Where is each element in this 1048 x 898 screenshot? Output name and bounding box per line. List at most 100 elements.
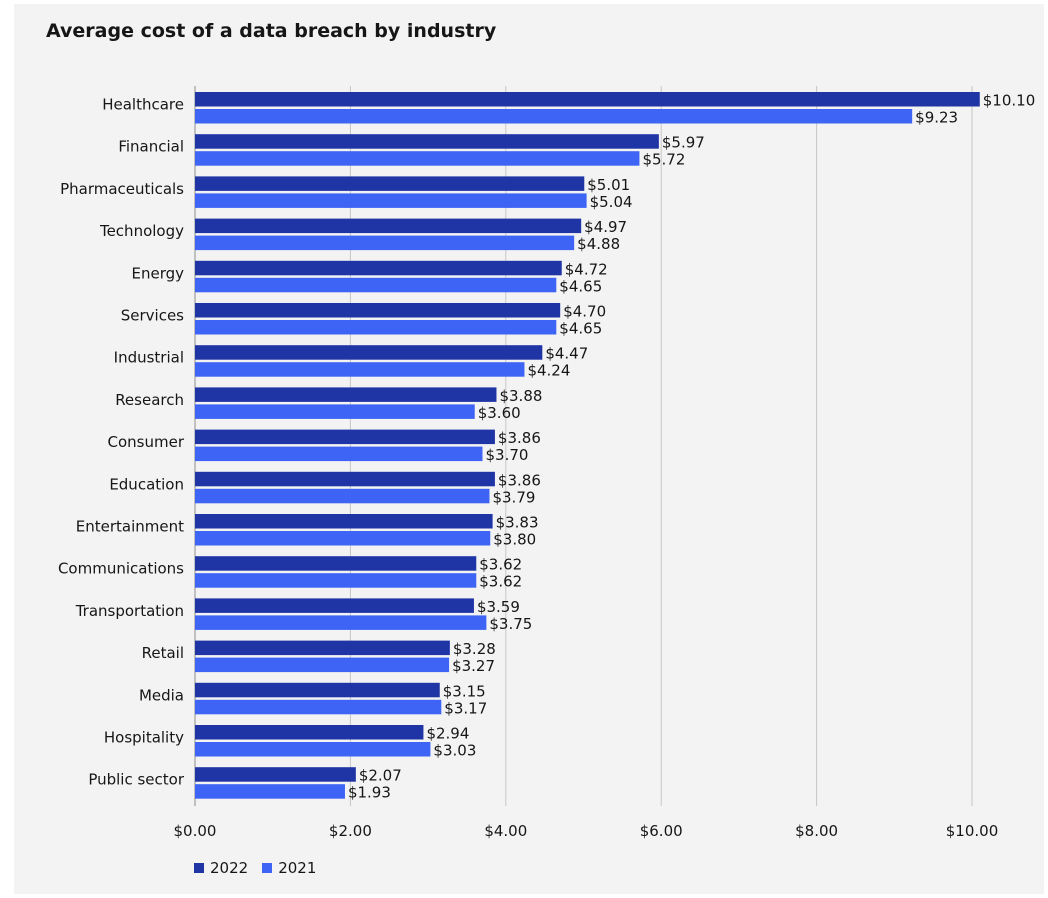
bar-2021-10	[195, 531, 491, 546]
category-label-2: Pharmaceuticals	[60, 180, 184, 198]
value-label-2022-14: $3.15	[443, 682, 486, 700]
x-tick-label-2: $4.00	[484, 822, 527, 840]
bar-2021-15	[195, 742, 431, 757]
bar-2022-6	[195, 345, 543, 360]
bar-2022-13	[195, 640, 450, 656]
value-label-2021-3: $4.88	[577, 235, 620, 253]
bar-2022-8	[195, 429, 495, 445]
x-tick-label-5: $10.00	[946, 822, 999, 840]
bar-2022-9	[195, 471, 495, 487]
value-label-2022-6: $4.47	[545, 345, 588, 363]
value-label-2022-3: $4.97	[584, 218, 627, 236]
bar-chart: $0.00 $2.00 $4.00 $6.00 $8.00 $10.00 Healthcar…	[58, 86, 1036, 840]
value-label-2022-2: $5.01	[587, 176, 630, 194]
category-label-12: Transportation	[75, 602, 184, 620]
bar-2022-14	[195, 682, 440, 698]
legend-item-2021: 2021	[262, 859, 316, 877]
value-label-2021-16: $1.93	[348, 784, 391, 802]
category-label-1: Financial	[118, 138, 184, 156]
value-label-2021-7: $3.60	[478, 404, 521, 422]
value-label-2021-6: $4.24	[527, 362, 570, 380]
x-tick-label-4: $8.00	[795, 822, 838, 840]
category-label-7: Research	[115, 391, 184, 409]
bar-2021-12	[195, 615, 487, 630]
value-label-2022-16: $2.07	[359, 767, 402, 785]
value-label-2021-10: $3.80	[493, 531, 536, 549]
bar-2021-13	[195, 657, 450, 673]
category-label-10: Entertainment	[76, 518, 184, 536]
value-label-2022-0: $10.10	[983, 92, 1036, 110]
value-label-2022-1: $5.97	[662, 134, 705, 152]
bar-2021-6	[195, 362, 525, 377]
x-tick-label-3: $6.00	[640, 822, 683, 840]
value-label-2022-15: $2.94	[426, 725, 469, 743]
legend-item-2022: 2022	[194, 859, 248, 877]
bar-2021-3	[195, 235, 575, 251]
legend-label-2021: 2021	[278, 859, 317, 877]
bar-2021-8	[195, 446, 483, 462]
value-label-2022-13: $3.28	[453, 640, 496, 658]
category-label-16: Public sector	[88, 771, 185, 789]
value-label-2022-5: $4.70	[563, 303, 606, 321]
value-label-2021-0: $9.23	[915, 109, 958, 127]
value-label-2021-9: $3.79	[492, 488, 535, 506]
bar-2022-15	[195, 725, 424, 740]
category-label-3: Technology	[99, 222, 184, 240]
value-label-2022-7: $3.88	[499, 387, 542, 405]
value-label-2021-11: $3.62	[479, 573, 522, 591]
bar-2021-1	[195, 151, 640, 166]
category-label-8: Consumer	[108, 433, 185, 451]
chart-legend: 2022 2021	[194, 859, 316, 877]
value-label-2022-12: $3.59	[477, 598, 520, 616]
value-label-2022-10: $3.83	[496, 514, 539, 532]
value-label-2021-2: $5.04	[590, 193, 633, 211]
bar-2021-7	[195, 404, 475, 419]
bar-2022-11	[195, 556, 477, 571]
legend-label-2022: 2022	[210, 859, 249, 877]
category-label-5: Services	[121, 307, 184, 325]
bar-2021-0	[195, 109, 913, 124]
category-label-9: Education	[109, 475, 184, 493]
value-label-2021-5: $4.65	[559, 320, 602, 338]
bar-2022-5	[195, 303, 561, 318]
bar-2021-14	[195, 699, 442, 715]
value-label-2021-12: $3.75	[489, 615, 532, 633]
bar-2021-9	[195, 488, 490, 504]
chart-title: Average cost of a data breach by industr…	[46, 20, 497, 42]
bar-2022-3	[195, 218, 582, 234]
bar-2022-12	[195, 598, 474, 613]
value-label-2021-4: $4.65	[559, 277, 602, 295]
category-label-14: Media	[139, 686, 184, 704]
category-label-13: Retail	[142, 644, 184, 662]
value-label-2022-8: $3.86	[498, 429, 541, 447]
value-label-2021-13: $3.27	[452, 657, 495, 675]
value-label-2022-11: $3.62	[479, 556, 522, 574]
bar-2021-2	[195, 193, 587, 208]
value-label-2021-14: $3.17	[444, 699, 487, 717]
category-label-15: Hospitality	[104, 729, 184, 747]
x-tick-label-0: $0.00	[174, 822, 217, 840]
chart-card: Average cost of a data breach by industr…	[14, 4, 1044, 894]
bar-2021-5	[195, 320, 557, 335]
value-label-2022-4: $4.72	[565, 260, 608, 278]
x-tick-label-1: $2.00	[329, 822, 372, 840]
value-label-2022-9: $3.86	[498, 471, 541, 489]
value-label-2021-15: $3.03	[433, 742, 476, 760]
bar-2022-1	[195, 134, 659, 149]
bar-2022-0	[195, 92, 980, 107]
bar-2021-11	[195, 573, 477, 588]
bar-2022-10	[195, 514, 493, 529]
category-label-11: Communications	[58, 560, 184, 578]
legend-swatch-2022	[194, 863, 204, 873]
bar-2022-4	[195, 260, 562, 276]
category-label-6: Industrial	[114, 349, 184, 367]
bar-2022-7	[195, 387, 497, 402]
bar-2021-16	[195, 784, 345, 799]
value-label-2021-8: $3.70	[485, 446, 528, 464]
bar-2022-16	[195, 767, 356, 782]
value-label-2021-1: $5.72	[642, 151, 685, 169]
bar-2021-4	[195, 277, 557, 293]
bar-2022-2	[195, 176, 585, 191]
category-label-4: Energy	[131, 264, 184, 282]
legend-swatch-2021	[262, 863, 273, 873]
